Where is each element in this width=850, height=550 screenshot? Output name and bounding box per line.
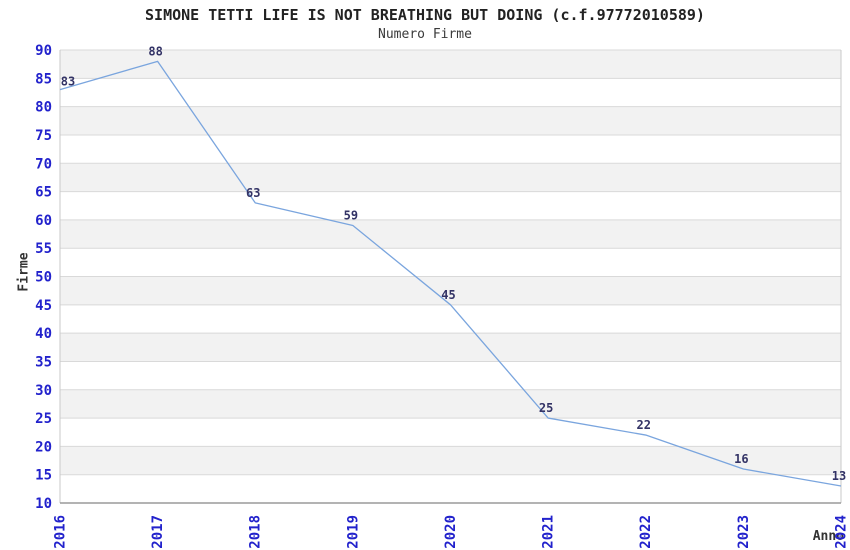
- y-tick-label: 20: [35, 439, 52, 455]
- data-line: [59, 60, 842, 487]
- stripe-band: [60, 474, 841, 503]
- stripe-band: [60, 219, 841, 249]
- x-tick-label: 2022: [638, 515, 654, 549]
- stripe-band: [60, 50, 841, 79]
- y-tick-label: 80: [35, 100, 52, 116]
- point-label: 83: [61, 75, 75, 89]
- y-tick-label: 15: [35, 468, 52, 484]
- y-tick-label: 30: [35, 383, 52, 399]
- y-tick-label: 10: [35, 496, 52, 512]
- point-label: 45: [441, 288, 455, 302]
- stripe-band: [60, 389, 841, 419]
- y-tick-label: 85: [35, 71, 52, 87]
- stripe-band: [60, 418, 841, 447]
- y-tick-label: 50: [35, 270, 52, 286]
- x-tick-label: 2021: [541, 515, 557, 549]
- x-tick-label: 2019: [345, 515, 361, 549]
- y-tick-label: 60: [35, 213, 52, 229]
- x-axis-title: Anno: [812, 529, 844, 544]
- point-label: 13: [832, 469, 846, 483]
- stripe-band: [60, 78, 841, 107]
- stripe-band: [60, 361, 841, 390]
- point-label: 63: [246, 186, 260, 200]
- stripe-band: [60, 191, 841, 220]
- x-tick-label: 2020: [443, 515, 459, 549]
- stripe-band: [60, 304, 841, 334]
- y-tick-label: 45: [35, 298, 52, 314]
- stripe-band: [60, 134, 841, 164]
- stripe-band: [60, 106, 841, 135]
- stripe-band: [60, 276, 841, 305]
- point-label: 88: [148, 44, 162, 58]
- x-tick-label: 2017: [150, 515, 166, 549]
- x-tick-label: 2016: [52, 515, 68, 549]
- y-tick-label: 55: [35, 241, 52, 257]
- y-tick-label: 25: [35, 411, 52, 427]
- stripe-band: [60, 248, 841, 277]
- chart-subtitle: Numero Firme: [378, 27, 472, 42]
- stripe-band: [60, 446, 841, 475]
- y-tick-label: 35: [35, 354, 52, 370]
- y-tick-label: 75: [35, 128, 52, 144]
- stripe-band: [60, 163, 841, 192]
- x-tick-label: 2018: [248, 515, 264, 549]
- point-label: 16: [734, 452, 748, 466]
- x-tick-label: 2023: [736, 515, 752, 549]
- x-tick-label: 2024: [833, 515, 849, 549]
- y-tick-label: 40: [35, 326, 52, 342]
- point-label: 25: [539, 401, 553, 415]
- point-label: 59: [344, 209, 358, 223]
- y-tick-label: 70: [35, 156, 52, 172]
- y-tick-label: 90: [35, 43, 52, 59]
- stripe-band: [60, 333, 841, 362]
- chart-title: SIMONE TETTI LIFE IS NOT BREATHING BUT D…: [145, 6, 705, 24]
- point-label: 22: [637, 418, 651, 432]
- y-tick-label: 65: [35, 185, 52, 201]
